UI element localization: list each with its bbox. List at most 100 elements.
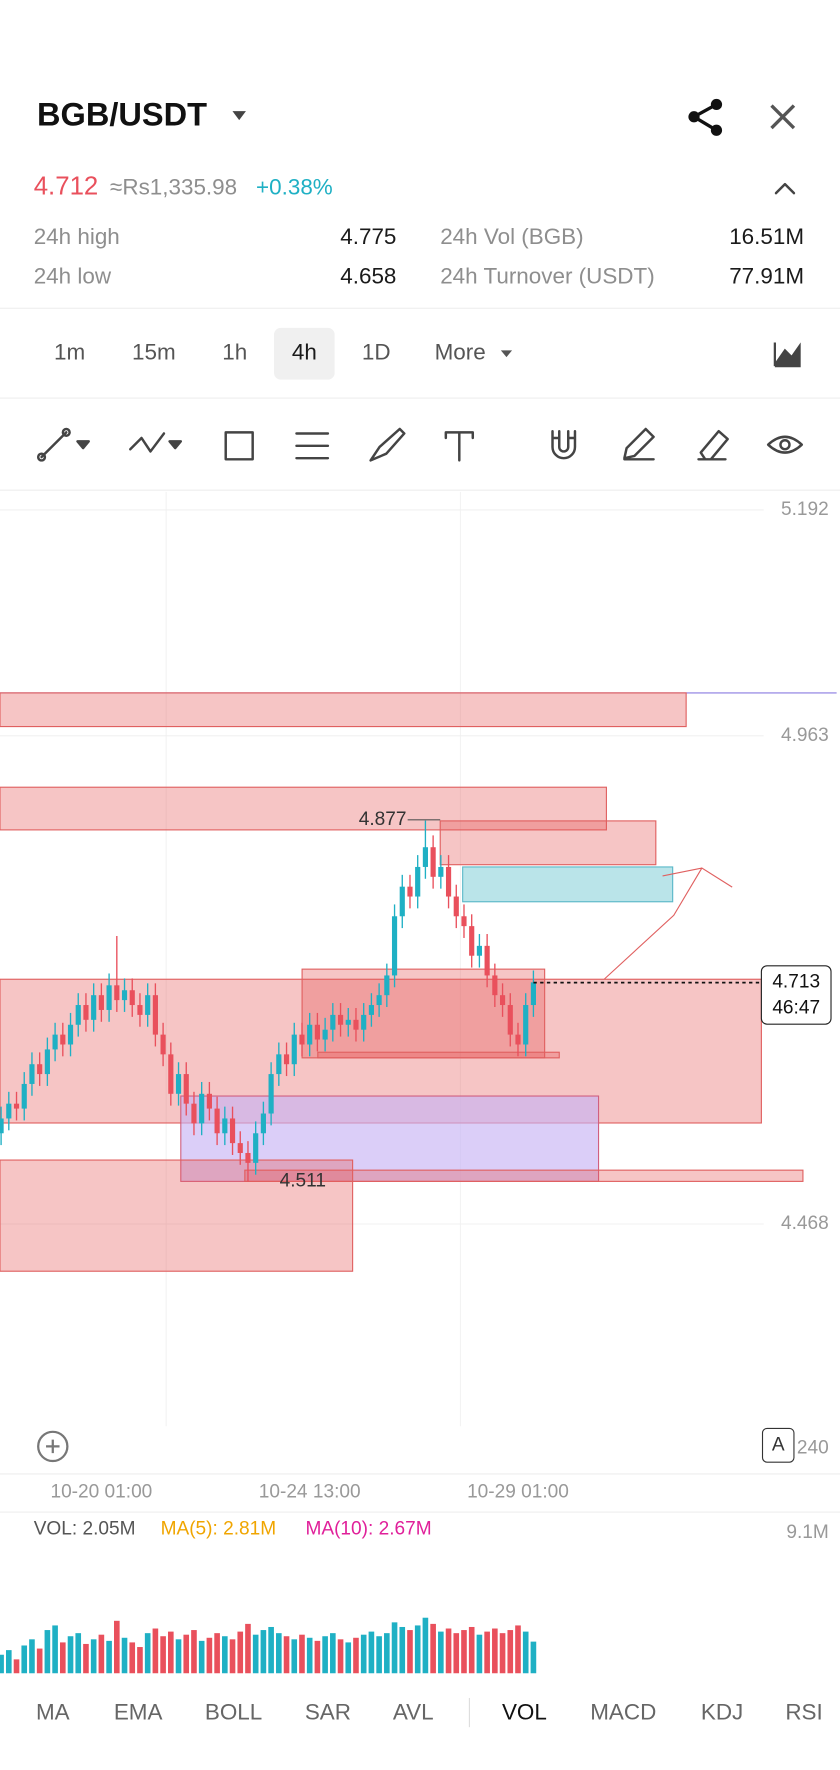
volume-bar <box>368 1631 375 1674</box>
volume-bar <box>422 1617 429 1674</box>
volume-legend: VOL: 2.05M <box>34 1519 136 1540</box>
projection-line[interactable] <box>603 867 733 980</box>
volume-bar <box>137 1647 143 1674</box>
volume-bar <box>75 1633 82 1674</box>
zone[interactable] <box>317 1051 560 1059</box>
candle-body <box>322 1029 328 1040</box>
volume-bar <box>461 1630 467 1674</box>
x-tick-label: 10-20 01:00 <box>50 1482 152 1503</box>
candle-body <box>345 1019 351 1025</box>
candle-body <box>291 1034 297 1065</box>
volume-bar <box>407 1630 413 1674</box>
candle-body <box>121 990 128 1001</box>
candle-body <box>330 1014 336 1030</box>
volume-bar <box>13 1659 20 1674</box>
volume-bar <box>438 1631 444 1674</box>
stat-value: 4.658 <box>340 263 396 288</box>
candle-body <box>361 1014 367 1030</box>
fib-tool[interactable] <box>295 432 330 460</box>
candle-body <box>0 1118 4 1134</box>
divider <box>0 489 840 491</box>
indicator-tab[interactable]: MACD <box>590 1700 656 1725</box>
drawing-tools <box>36 427 804 462</box>
volume-bar <box>337 1639 344 1674</box>
auto-scale-label: A <box>772 1434 785 1455</box>
volume-bar <box>214 1633 220 1674</box>
brush-tool[interactable] <box>369 427 406 462</box>
close-button[interactable] <box>770 104 796 130</box>
chart-type-button[interactable] <box>773 342 801 368</box>
indicator-tab[interactable]: KDJ <box>701 1700 743 1725</box>
volume-bar <box>430 1623 436 1674</box>
candle-body <box>129 990 135 1006</box>
zone[interactable] <box>0 692 687 728</box>
interval-more[interactable]: More <box>435 340 486 365</box>
indicator-tab[interactable]: VOL <box>502 1700 547 1725</box>
volume-bar <box>152 1628 159 1674</box>
volume-bar <box>121 1637 128 1674</box>
indicator-tab[interactable]: SAR <box>305 1700 351 1725</box>
volume-bar <box>52 1625 58 1674</box>
x-tick-label: 10-24 13:00 <box>259 1482 361 1503</box>
volume-bar <box>144 1633 151 1674</box>
volume-bar <box>175 1639 182 1674</box>
reset-view-button[interactable] <box>37 1430 69 1463</box>
volume-bar <box>376 1636 382 1674</box>
zone[interactable] <box>462 866 674 903</box>
indicator-tab[interactable]: RSI <box>785 1700 822 1725</box>
interval-tab[interactable]: 1D <box>362 340 391 365</box>
candle-body <box>67 1024 74 1045</box>
current-price-box <box>760 965 832 1025</box>
visibility-tool[interactable] <box>766 435 804 454</box>
candle-body <box>222 1118 228 1134</box>
zone[interactable] <box>439 820 657 866</box>
eraser-tool[interactable] <box>697 429 729 461</box>
zone[interactable] <box>0 786 607 831</box>
interval-tab[interactable]: 1h <box>222 340 247 365</box>
text-tool[interactable] <box>444 431 475 462</box>
candle-body <box>283 1054 290 1065</box>
volume-bar <box>476 1634 483 1674</box>
candle-body <box>260 1113 266 1134</box>
pair-dropdown[interactable] <box>232 111 246 121</box>
wave-tool[interactable] <box>129 432 183 453</box>
candle-body <box>91 995 97 1020</box>
zone[interactable] <box>244 1169 804 1182</box>
indicator-tab[interactable]: AVL <box>393 1700 434 1725</box>
volume-bar <box>291 1639 298 1674</box>
candle-body <box>476 945 482 956</box>
candle-body <box>152 995 158 1035</box>
candle-body <box>83 1005 89 1020</box>
candle-body <box>515 1034 521 1045</box>
volume-bar <box>330 1633 336 1674</box>
shape-tool[interactable] <box>224 431 254 461</box>
interval-tab[interactable]: 4h <box>292 340 317 365</box>
indicator-tab[interactable]: EMA <box>114 1700 163 1725</box>
zone[interactable] <box>180 1095 600 1182</box>
edit-tool[interactable] <box>623 427 655 461</box>
indicator-tab[interactable]: BOLL <box>205 1700 262 1725</box>
indicator-tab[interactable]: MA <box>36 1700 70 1725</box>
candle-body <box>469 926 475 956</box>
line-tool[interactable] <box>36 427 90 462</box>
collapse-button[interactable] <box>774 182 796 195</box>
volume-bar <box>299 1634 305 1674</box>
volume-bar <box>198 1640 205 1674</box>
candle-body <box>21 1083 27 1109</box>
candle-body <box>399 886 405 917</box>
auto-scale-button[interactable] <box>761 1427 795 1463</box>
interval-tab[interactable]: 15m <box>132 340 176 365</box>
zone[interactable] <box>301 968 546 1059</box>
candle-body <box>60 1034 66 1045</box>
magnet-tool[interactable] <box>551 429 577 460</box>
zone[interactable] <box>0 1159 354 1272</box>
share-button[interactable] <box>688 98 723 136</box>
interval-tab[interactable]: 1m <box>54 340 85 365</box>
volume-bar <box>260 1630 267 1674</box>
pair-title[interactable]: BGB/USDT <box>37 96 207 132</box>
candle-body <box>422 847 428 867</box>
y-tick-label: 4.468 <box>781 1213 829 1234</box>
candle-body <box>175 1074 182 1094</box>
candle-body <box>168 1054 174 1094</box>
